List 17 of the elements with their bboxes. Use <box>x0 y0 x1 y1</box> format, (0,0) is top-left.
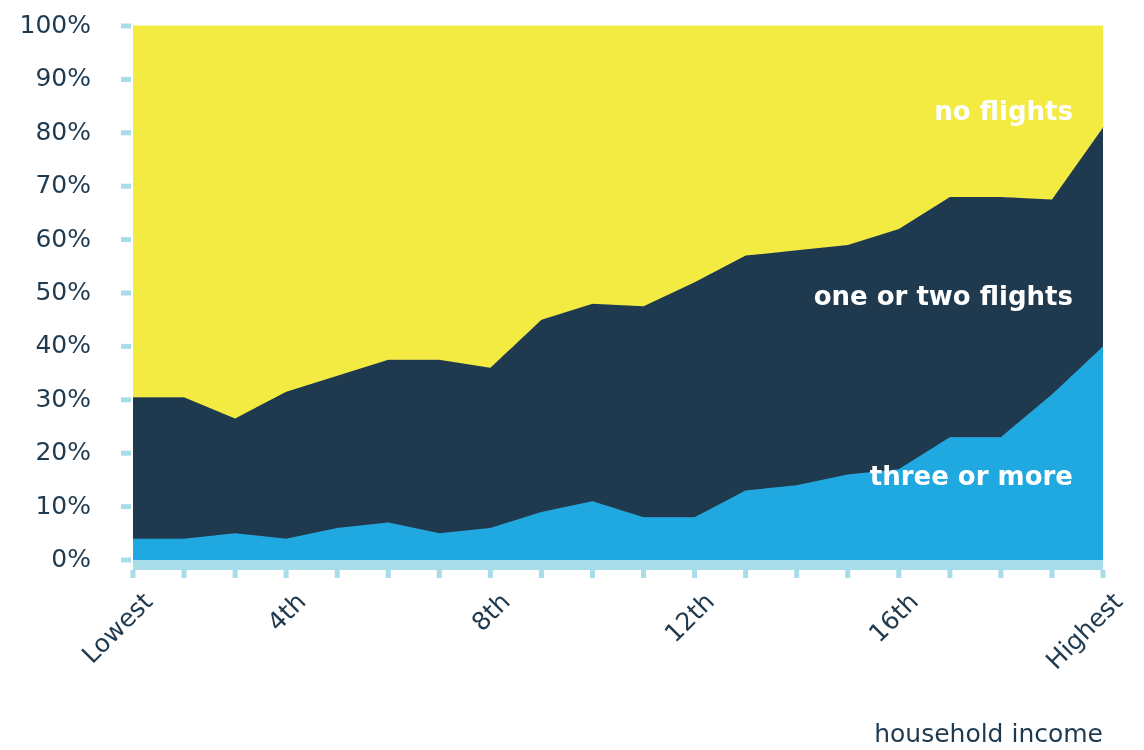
y-tick-label: 90% <box>35 63 91 93</box>
y-tick-label: 100% <box>19 10 91 39</box>
series-label: three or more <box>869 460 1073 491</box>
y-tick-label: 50% <box>35 277 91 306</box>
x-axis-title: household income <box>874 719 1103 748</box>
y-tick-label: 60% <box>35 223 91 253</box>
y-tick-label: 80% <box>35 116 91 146</box>
y-tick-label: 30% <box>35 383 91 413</box>
x-tick-label: 8th <box>465 586 516 637</box>
series-label: one or two flights <box>813 280 1073 311</box>
series-label: no flights <box>934 96 1073 127</box>
y-tick-label: 70% <box>35 170 91 200</box>
y-tick-label: 40% <box>35 330 91 360</box>
y-tick-label: 10% <box>35 490 91 520</box>
y-tick-label: 0% <box>51 544 91 573</box>
x-tick-label: 4th <box>261 586 312 637</box>
y-tick-label: 20% <box>35 437 91 467</box>
